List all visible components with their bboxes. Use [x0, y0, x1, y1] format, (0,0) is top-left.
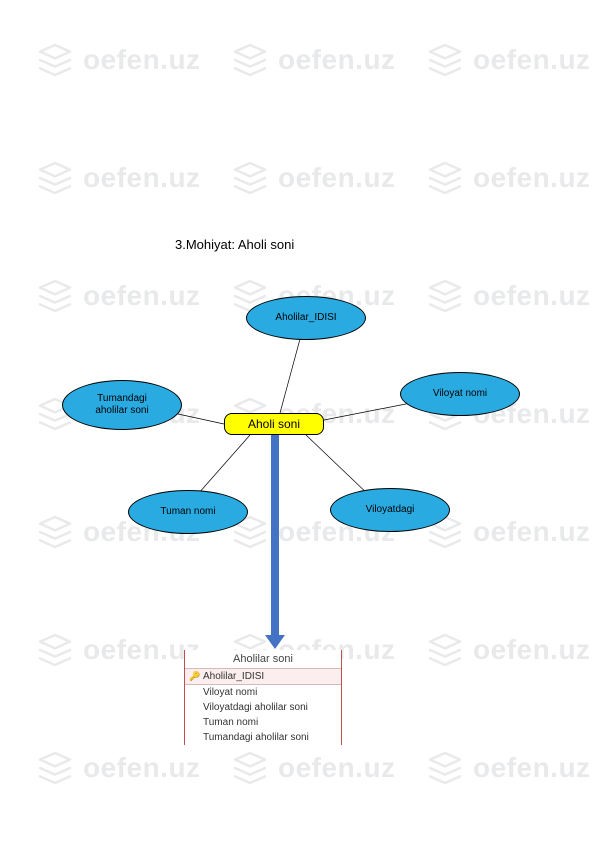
- connector-line: [324, 402, 416, 420]
- table-row: Viloyatdagi aholilar soni: [185, 700, 341, 715]
- center-entity: Aholi soni: [224, 413, 324, 435]
- attribute-label: Aholilar_IDISI: [275, 312, 336, 324]
- table-cell: Aholilar_IDISI: [203, 671, 264, 682]
- page: oefen.uz oefen.uz oefen.uz oefen.uz oefe…: [0, 0, 595, 842]
- attribute-label: Viloyatdagi: [366, 504, 415, 516]
- arrow-head: [265, 635, 285, 649]
- arrow-shaft: [271, 435, 279, 635]
- table-cell: Tumandagi aholilar soni: [203, 732, 309, 743]
- table-row-primary-key: 🔑Aholilar_IDISI: [185, 668, 341, 685]
- connector-line: [178, 414, 224, 424]
- attribute-viloyat_nomi: Viloyat nomi: [400, 372, 520, 416]
- attribute-viloyatdagi: Viloyatdagi: [330, 488, 450, 532]
- table-row: Tumandagi aholilar soni: [185, 730, 341, 745]
- table-header: Aholilar soni: [185, 650, 341, 668]
- attribute-label: Tuman nomi: [160, 506, 215, 518]
- center-entity-label: Aholi soni: [248, 417, 300, 431]
- entity-table: Aholilar soni 🔑Aholilar_IDISI Viloyat nom…: [184, 650, 342, 745]
- connector-line: [280, 339, 300, 413]
- attribute-label: Tumandagiaholilar soni: [95, 393, 148, 417]
- key-icon: 🔑: [189, 671, 200, 682]
- table-row: Tuman nomi: [185, 715, 341, 730]
- attribute-tuman_nomi: Tuman nomi: [128, 490, 248, 534]
- connector-line: [198, 435, 250, 494]
- attribute-aholilar_idisi: Aholilar_IDISI: [246, 296, 366, 340]
- table-cell: Viloyat nomi: [203, 687, 257, 698]
- table-row: Viloyat nomi: [185, 685, 341, 700]
- attribute-label: Viloyat nomi: [433, 388, 487, 400]
- table-cell: Tuman nomi: [203, 717, 258, 728]
- attribute-tumandagi: Tumandagiaholilar soni: [62, 380, 182, 430]
- table-cell: Viloyatdagi aholilar soni: [203, 702, 308, 713]
- connector-line: [306, 435, 372, 498]
